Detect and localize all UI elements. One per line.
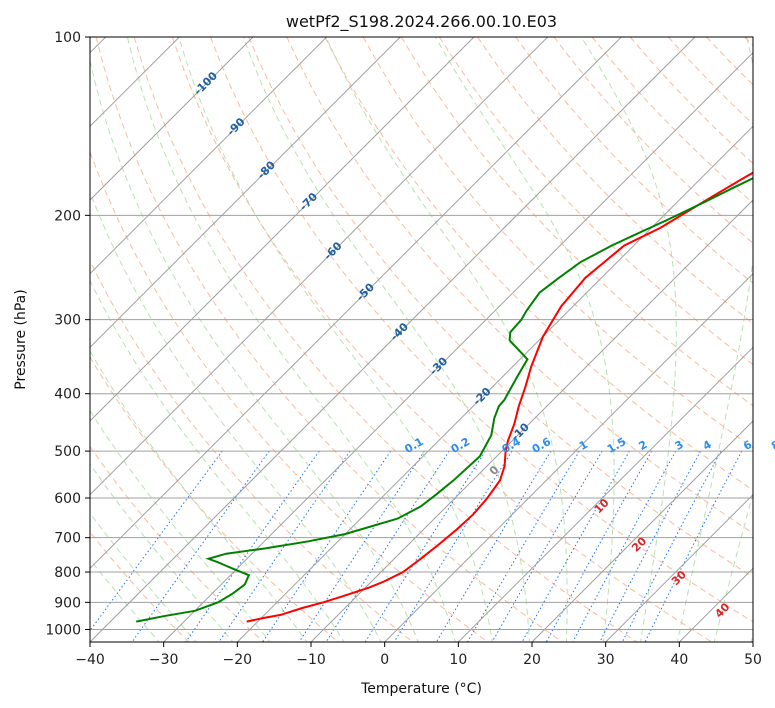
dry-adiabat bbox=[248, 37, 753, 578]
isotherm bbox=[236, 125, 753, 642]
y-tick-label: 500 bbox=[54, 444, 81, 460]
isotherm bbox=[457, 346, 753, 642]
x-tick-label: 40 bbox=[670, 652, 688, 668]
dewpoint-line bbox=[136, 177, 753, 623]
x-tick-label: 50 bbox=[744, 652, 762, 668]
dry-adiabat bbox=[477, 37, 753, 325]
isotherm bbox=[90, 37, 549, 496]
isotherm bbox=[384, 272, 753, 642]
temperature-line bbox=[246, 171, 753, 623]
x-tick-label: 10 bbox=[449, 652, 467, 668]
x-tick-label: 0 bbox=[380, 652, 389, 668]
x-tick-label: 30 bbox=[597, 652, 615, 668]
y-tick-label: 100 bbox=[54, 30, 81, 46]
y-tick-label: 700 bbox=[54, 531, 81, 547]
dry-adiabat bbox=[286, 37, 753, 534]
chart-title: wetPf2_S198.2024.266.00.10.E03 bbox=[286, 12, 557, 32]
x-axis: −40 −30 −20 −10 0 10 20 30 40 50 bbox=[75, 642, 762, 668]
isotherm bbox=[90, 37, 696, 642]
y-axis: 100 200 300 400 500 600 700 800 900 1000 bbox=[45, 30, 90, 638]
x-axis-title: Temperature (°C) bbox=[360, 681, 482, 697]
isotherm bbox=[531, 420, 753, 642]
pressure-grid bbox=[90, 37, 753, 642]
mixing-ratio-line bbox=[131, 450, 270, 642]
dry-adiabat bbox=[324, 37, 753, 491]
mixing-ratio-line bbox=[262, 450, 392, 642]
isotherm bbox=[90, 37, 254, 201]
isotherm bbox=[310, 199, 753, 642]
plot-frame bbox=[89, 36, 754, 643]
y-tick-label: 900 bbox=[54, 595, 81, 611]
y-tick-label: 600 bbox=[54, 491, 81, 507]
x-tick-label: −40 bbox=[75, 652, 105, 668]
dry-adiabat bbox=[90, 259, 414, 642]
x-tick-label: −30 bbox=[149, 652, 179, 668]
isotherm bbox=[163, 51, 753, 642]
isotherm bbox=[605, 493, 753, 642]
x-tick-label: −10 bbox=[296, 652, 326, 668]
x-tick-label: 20 bbox=[523, 652, 541, 668]
y-tick-label: 200 bbox=[54, 208, 81, 224]
isotherm bbox=[90, 37, 401, 349]
dry-adiabat bbox=[210, 37, 753, 623]
isotherm bbox=[90, 37, 622, 570]
mixing-ratio-line bbox=[298, 450, 425, 642]
moist-adiabat bbox=[90, 190, 382, 642]
y-tick-label: 300 bbox=[54, 313, 81, 329]
mixing-ratio-line bbox=[572, 450, 677, 642]
y-axis-title: Pressure (hPa) bbox=[13, 289, 29, 389]
isotherm bbox=[90, 37, 475, 422]
mixing-ratio-line bbox=[621, 450, 722, 642]
y-tick-label: 400 bbox=[54, 387, 81, 403]
y-tick-label: 800 bbox=[54, 565, 81, 581]
x-tick-label: −20 bbox=[223, 652, 253, 668]
y-tick-label: 1000 bbox=[45, 622, 81, 638]
sounding-series bbox=[136, 171, 753, 623]
mixing-ratio-line bbox=[325, 450, 450, 642]
isotherm bbox=[90, 37, 328, 275]
mixing-ratio-label: 8 bbox=[769, 438, 775, 453]
